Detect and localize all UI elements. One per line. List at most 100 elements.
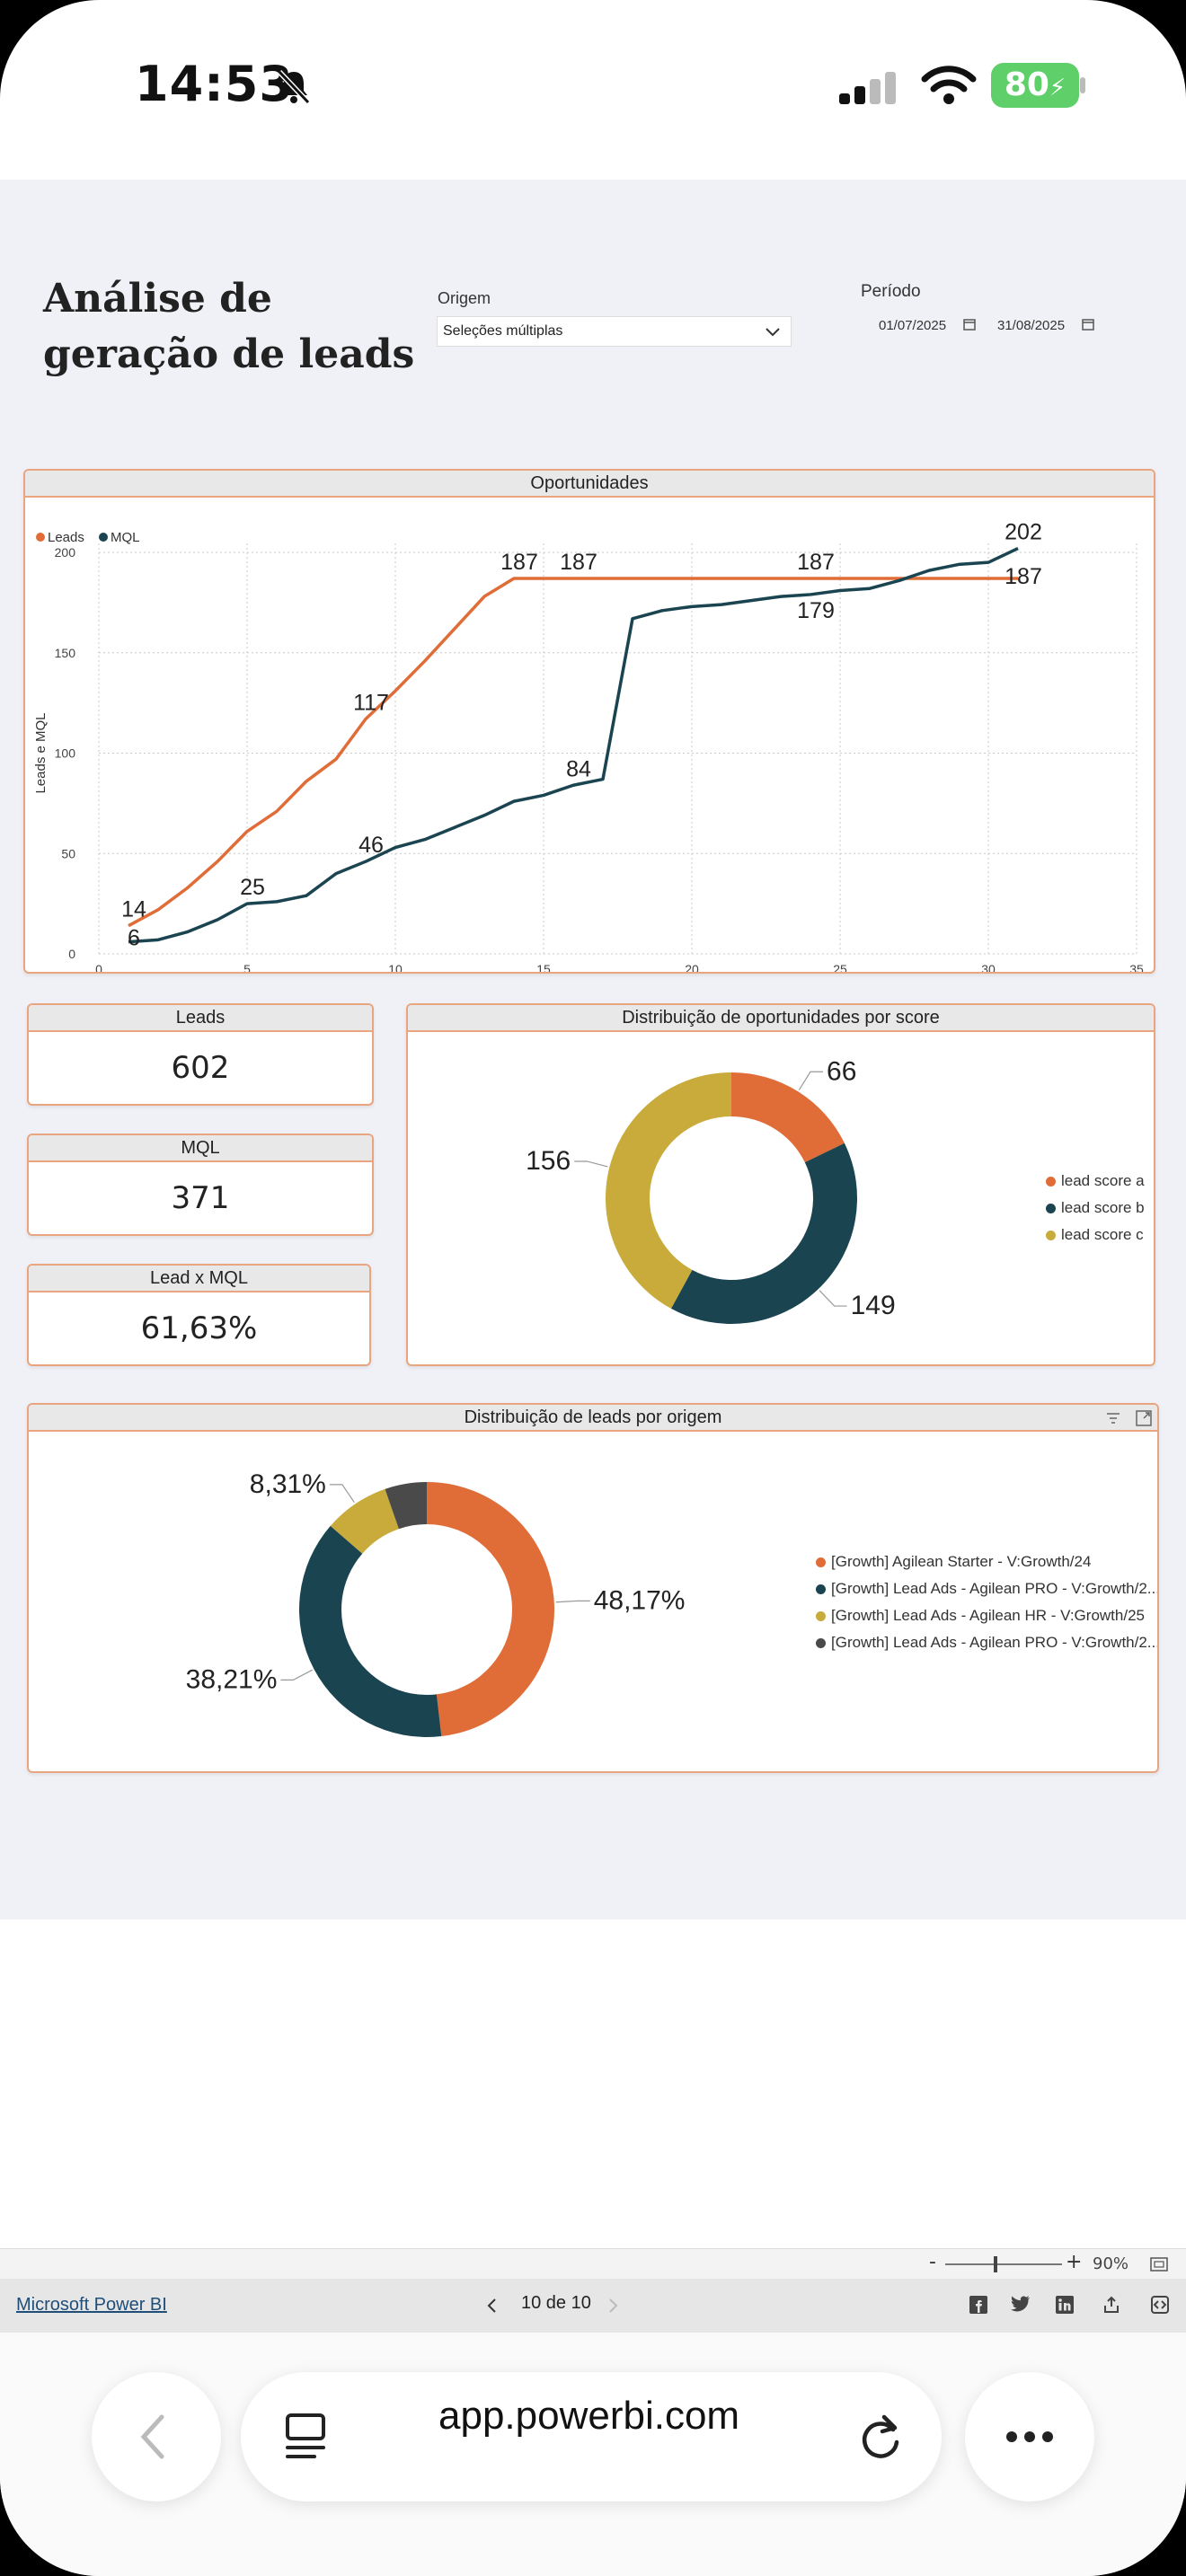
address-bar[interactable] — [241, 2372, 942, 2501]
donut-slice — [330, 1488, 399, 1554]
legend-dot — [1046, 1204, 1056, 1214]
leader-line — [574, 1160, 608, 1168]
legend-label: [Growth] Lead Ads - Agilean PRO - V:Grow… — [831, 1634, 1159, 1651]
legend-item-origin-2[interactable]: [Growth] Lead Ads - Agilean PRO - V:Grow… — [816, 1580, 1159, 1598]
data-label: 25 — [240, 875, 265, 900]
legend-item-lead-score-b[interactable]: lead score b — [1046, 1199, 1145, 1217]
period-slicer-label: Período — [861, 282, 921, 301]
origin-slicer-label: Origem — [438, 289, 491, 307]
legend-item-lead-score-a[interactable]: lead score a — [1046, 1172, 1145, 1190]
origin-slicer-dropdown[interactable]: Seleções múltiplas — [437, 316, 792, 347]
reload-icon[interactable] — [857, 2412, 904, 2462]
zoom-slider-thumb[interactable] — [994, 2256, 997, 2272]
donut-slice — [427, 1482, 554, 1737]
data-label: 6 — [128, 926, 140, 951]
leader-line — [819, 1290, 847, 1307]
more-options-button[interactable] — [965, 2372, 1094, 2501]
legend-item-origin-4[interactable]: [Growth] Lead Ads - Agilean PRO - V:Grow… — [816, 1634, 1159, 1652]
origin-chart-title: Distribuição de leads por origem — [29, 1405, 1157, 1432]
data-label: 187 — [1005, 564, 1042, 589]
score-chart-title: Distribuição de oportunidades por score — [408, 1005, 1154, 1032]
report-canvas: Análise de geração de leads Origem Seleç… — [0, 180, 1186, 1919]
origin-distribution-card[interactable]: Distribuição de leads por origem 48,17% 3… — [27, 1403, 1159, 1773]
next-page-icon[interactable] — [606, 2297, 620, 2315]
slice-label: 156 — [526, 1146, 571, 1176]
legend-dot — [816, 1638, 826, 1649]
url-text: app.powerbi.com — [438, 2394, 740, 2438]
kpi-mql-value: 371 — [171, 1180, 230, 1216]
x-tick-label: 0 — [95, 962, 102, 972]
legend-label: lead score c — [1061, 1226, 1144, 1243]
browser-toolbar: app.powerbi.com — [0, 2333, 1186, 2576]
donut-slice — [298, 1525, 442, 1737]
previous-page-icon[interactable] — [485, 2297, 500, 2315]
focus-mode-icon[interactable] — [1134, 1408, 1154, 1428]
back-button[interactable] — [92, 2372, 221, 2501]
legend-dot — [1046, 1177, 1056, 1187]
page-indicator: 10 de 10 — [521, 2293, 591, 2313]
x-tick-label: 25 — [833, 962, 847, 972]
period-end-date[interactable]: 31/08/2025 — [997, 313, 1065, 340]
legend-label: [Growth] Lead Ads - Agilean PRO - V:Grow… — [831, 1580, 1159, 1597]
twitter-icon[interactable] — [1010, 2295, 1031, 2313]
series-line-leads — [128, 577, 1018, 928]
legend-label: lead score b — [1061, 1199, 1145, 1216]
zoom-in-button[interactable]: + — [1066, 2251, 1083, 2273]
period-start-date[interactable]: 01/07/2025 — [879, 313, 946, 340]
opportunities-line-chart: 05101520253035050100150200DiaLeads e MQL… — [33, 520, 1144, 972]
calendar-icon[interactable] — [963, 318, 976, 331]
period-end-value: 31/08/2025 — [997, 318, 1066, 333]
kpi-leads-value: 602 — [171, 1050, 230, 1086]
data-label: 187 — [797, 550, 835, 575]
kpi-mql-label: MQL — [29, 1135, 372, 1162]
y-tick-label: 200 — [55, 545, 76, 560]
kpi-leads-label: Leads — [29, 1005, 372, 1032]
legend-item-origin-3[interactable]: [Growth] Lead Ads - Agilean HR - V:Growt… — [816, 1607, 1145, 1625]
data-label: 179 — [797, 598, 835, 623]
origin-donut-chart: 48,17% 38,21% 8,31% — [186, 1469, 685, 1737]
calendar-icon[interactable] — [1082, 318, 1094, 331]
wifi-icon — [921, 66, 977, 104]
zoom-bar: - + 90% — [0, 2248, 1186, 2279]
zoom-level: 90% — [1093, 2254, 1129, 2273]
report-title: Análise de geração de leads — [43, 276, 415, 377]
period-start-value: 01/07/2025 — [879, 318, 947, 333]
slice-label: 149 — [851, 1291, 896, 1320]
legend-dot — [1046, 1231, 1056, 1241]
kpi-card-mql: MQL 371 — [27, 1134, 374, 1236]
legend-item-lead-score-c[interactable]: lead score c — [1046, 1226, 1144, 1244]
filter-icon[interactable] — [1103, 1408, 1123, 1428]
embed-icon[interactable] — [1150, 2295, 1170, 2315]
chevron-down-icon — [766, 328, 780, 337]
powerbi-link[interactable]: Microsoft Power BI — [16, 2295, 167, 2315]
kpi-card-lead-x-mql: Lead x MQL 61,63% — [27, 1264, 371, 1366]
opportunities-line-chart-card[interactable]: Oportunidades 0 5 10 15 20 25 30 35 0 50 100 150 200… — [23, 469, 1155, 974]
facebook-icon[interactable] — [969, 2295, 988, 2315]
share-icon[interactable] — [1102, 2295, 1121, 2315]
score-distribution-card[interactable]: Distribuição de oportunidades por score … — [406, 1003, 1155, 1366]
zoom-out-button[interactable]: - — [929, 2251, 936, 2273]
data-label: 46 — [358, 833, 384, 858]
zoom-slider-track[interactable] — [945, 2263, 1062, 2265]
leader-line — [329, 1484, 355, 1504]
chevron-left-icon — [140, 2414, 164, 2459]
donut-slice — [731, 1072, 845, 1163]
data-label: 84 — [566, 756, 591, 781]
y-tick-label: 150 — [55, 646, 76, 660]
legend-item-origin-1[interactable]: [Growth] Agilean Starter - V:Growth/24 — [816, 1553, 1091, 1571]
kpi-card-leads: Leads 602 — [27, 1003, 374, 1106]
battery-tip — [1080, 77, 1085, 93]
legend-label: [Growth] Agilean Starter - V:Growth/24 — [831, 1553, 1092, 1570]
tab-overview-icon[interactable] — [284, 2410, 329, 2462]
linkedin-icon[interactable] — [1055, 2295, 1075, 2315]
data-label: 187 — [560, 550, 597, 575]
y-tick-label: 50 — [61, 846, 75, 860]
slice-label: 8,31% — [250, 1469, 326, 1499]
fit-to-page-icon[interactable] — [1150, 2257, 1168, 2272]
ellipsis-icon — [1006, 2431, 1053, 2442]
kpi-lead-x-mql-value: 61,63% — [140, 1310, 258, 1346]
legend-dot — [816, 1557, 826, 1568]
x-tick-label: 10 — [388, 962, 403, 972]
data-label: 14 — [121, 897, 146, 922]
